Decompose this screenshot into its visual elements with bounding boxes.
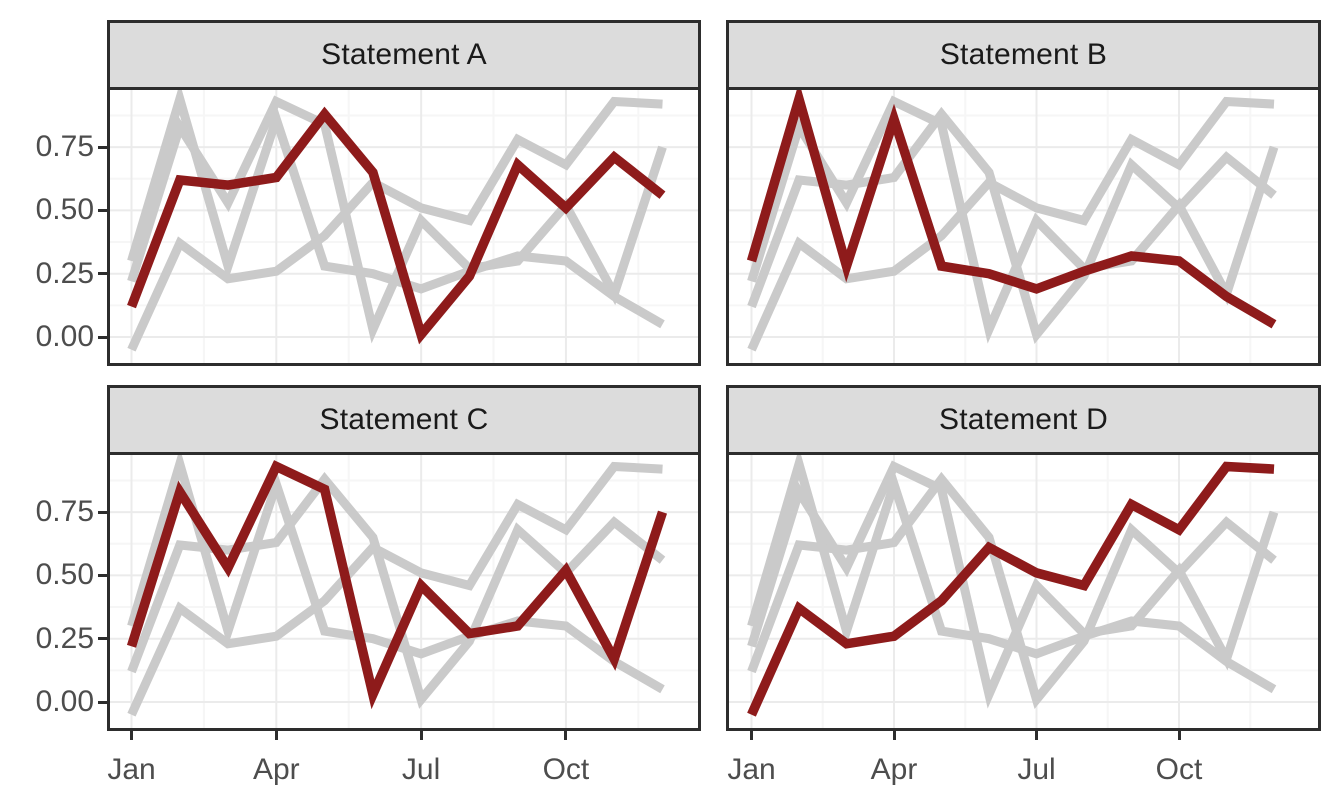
facet-panel	[107, 452, 701, 731]
facet-strip: Statement C	[107, 385, 701, 452]
series-line-gray	[747, 96, 1275, 352]
x-axis-tick	[130, 731, 133, 740]
facet-title: Statement B	[939, 38, 1108, 71]
x-tick-label: Apr	[870, 753, 918, 786]
x-tick-label: Apr	[252, 753, 300, 786]
y-tick-label: 0.25	[35, 621, 94, 655]
y-tick-label: 0.00	[35, 685, 94, 718]
panel-border	[107, 87, 701, 366]
facet-plot-area	[107, 452, 701, 731]
y-axis-tick	[98, 510, 107, 514]
facet-plot-area	[726, 87, 1321, 366]
facet-strip: Statement A	[107, 20, 701, 87]
x-axis-tick	[750, 731, 753, 740]
series-line-gray	[747, 95, 1279, 344]
facet-panel	[726, 452, 1321, 731]
y-tick-label: 0.00	[35, 320, 94, 353]
x-tick-label: Oct	[542, 753, 590, 786]
x-axis-tick	[564, 731, 568, 740]
facet-strip: Statement D	[726, 385, 1321, 452]
x-axis-tick	[274, 731, 278, 740]
y-axis-tick	[98, 272, 107, 276]
x-axis-tick	[419, 731, 423, 740]
facet-strip: Statement B	[726, 20, 1321, 87]
x-axis-tick	[892, 731, 896, 740]
series-line-gray	[747, 460, 1279, 709]
series-line-gray	[127, 87, 665, 329]
y-tick-label: 0.50	[35, 193, 94, 227]
panel-border	[726, 87, 1321, 366]
y-tick-label: 0.50	[35, 558, 94, 592]
series-line-gray	[127, 452, 665, 694]
x-axis-tick	[1177, 731, 1181, 740]
facet-title: Statement C	[319, 403, 489, 436]
facet-title: Statement D	[939, 403, 1108, 436]
series-line-highlight	[126, 460, 668, 710]
series-line-gray	[127, 96, 663, 352]
panel-border	[107, 452, 701, 731]
series-line-gray	[127, 95, 667, 344]
x-tick-label: Oct	[1155, 753, 1203, 786]
y-tick-label: 0.75	[35, 495, 94, 529]
series-line-highlight	[746, 87, 1277, 329]
facet-panel	[107, 87, 701, 366]
y-tick-label: 0.25	[35, 256, 94, 290]
x-tick-label: Jan	[107, 753, 156, 786]
x-tick-label: Jul	[401, 753, 441, 786]
series-line-gray	[127, 461, 663, 717]
y-axis-tick	[98, 700, 107, 704]
y-tick-label: 0.75	[35, 130, 94, 164]
x-axis-tick	[1035, 731, 1038, 740]
y-axis-tick	[98, 145, 107, 149]
y-axis-tick	[98, 335, 107, 339]
facet-panel	[726, 87, 1321, 366]
y-axis-tick	[98, 208, 107, 212]
facet-title: Statement A	[321, 38, 487, 71]
facet-plot-area	[107, 87, 701, 366]
series-line-gray	[747, 452, 1277, 694]
x-tick-label: Jan	[727, 753, 776, 786]
y-axis-tick	[98, 573, 107, 577]
panel-border	[726, 452, 1321, 731]
x-tick-label: Jul	[1017, 753, 1056, 786]
series-line-highlight	[747, 461, 1275, 717]
facet-plot-area	[726, 452, 1321, 731]
y-axis-tick	[98, 637, 107, 641]
series-line-highlight	[127, 106, 666, 345]
